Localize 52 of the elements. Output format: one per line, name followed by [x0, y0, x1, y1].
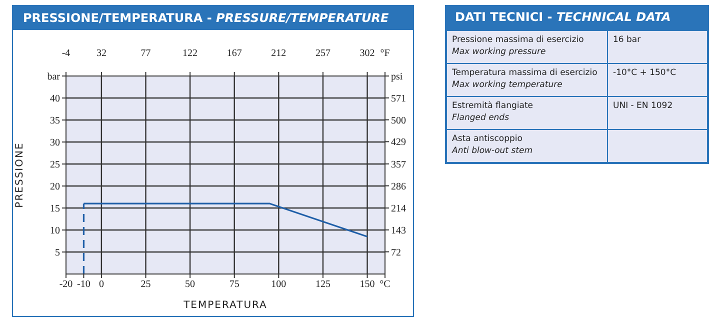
x2-tick-label: -4 — [62, 48, 70, 59]
x-tick-label: 25 — [140, 279, 151, 290]
text: Flanged ends — [452, 113, 510, 123]
x2-tick-label: 32 — [96, 48, 106, 59]
x-tick-label: -10 — [77, 279, 90, 290]
y-axis-title: PRESSIONE — [14, 142, 26, 208]
y2-tick-label: 500 — [391, 115, 406, 126]
text: Temperatura massima di esercizio — [452, 67, 598, 79]
x-tick-label: 0 — [98, 279, 104, 290]
text: Max working pressure — [452, 47, 546, 57]
x-tick-label: 50 — [185, 279, 196, 290]
y2-tick-label: 357 — [391, 159, 406, 170]
y-tick-label: 5 — [55, 248, 60, 259]
x2-tick-label: °F — [380, 48, 390, 59]
x2-tick-label: 212 — [271, 48, 286, 59]
x-axis-title: TEMPERATURA — [182, 300, 268, 311]
y2-tick-label: 286 — [391, 181, 406, 192]
table-cell: -10°C + 150°C — [608, 64, 708, 96]
x-tick-label: -20 — [59, 279, 73, 290]
table-cell: UNI - EN 1092 — [608, 96, 708, 130]
x-tick-label: 100 — [271, 279, 286, 290]
text: Anti blow-out stem — [452, 146, 532, 156]
y2-tick-label: 214 — [391, 204, 406, 215]
y-tick-label: 30 — [50, 138, 60, 149]
text: DATI TECNICI - TECHNICAL DATA — [445, 5, 709, 29]
y-tick-label: 15 — [50, 204, 60, 215]
y2-tick-label: 429 — [391, 137, 406, 148]
x2-tick-label: 77 — [140, 48, 151, 59]
x-tick-label: °C — [380, 279, 391, 290]
y-tick-label: bar — [47, 72, 61, 83]
x-tick-label: 150 — [360, 279, 375, 290]
chart-title: PRESSIONE/TEMPERATURA - PRESSURE/TEMPERATURE — [13, 6, 413, 30]
y-tick-label: 35 — [50, 116, 60, 127]
x-tick-label: 75 — [229, 279, 240, 290]
x2-tick-label: 167 — [226, 48, 242, 59]
y-tick-label: 40 — [50, 94, 60, 105]
table-cell: 16 bar — [608, 30, 708, 64]
y-tick-label: 25 — [50, 160, 60, 171]
text: Max working temperature — [452, 80, 562, 90]
x-tick-label: 125 — [315, 279, 330, 290]
y-tick-label: 10 — [50, 226, 60, 237]
x2-tick-label: 257 — [315, 48, 330, 59]
y-tick-label: 20 — [50, 182, 60, 193]
text: Estremità flangiate — [452, 100, 534, 112]
text: Asta antiscoppio — [452, 133, 524, 145]
y2-tick-label: 571 — [391, 93, 406, 104]
y2-tick-label: psi — [391, 72, 403, 83]
y2-tick-label: 72 — [391, 247, 401, 258]
y2-tick-label: 143 — [391, 225, 406, 236]
text: Pressione massima di esercizio — [452, 34, 585, 46]
x2-tick-label: 302 — [360, 48, 375, 59]
x2-tick-label: 122 — [182, 48, 198, 59]
